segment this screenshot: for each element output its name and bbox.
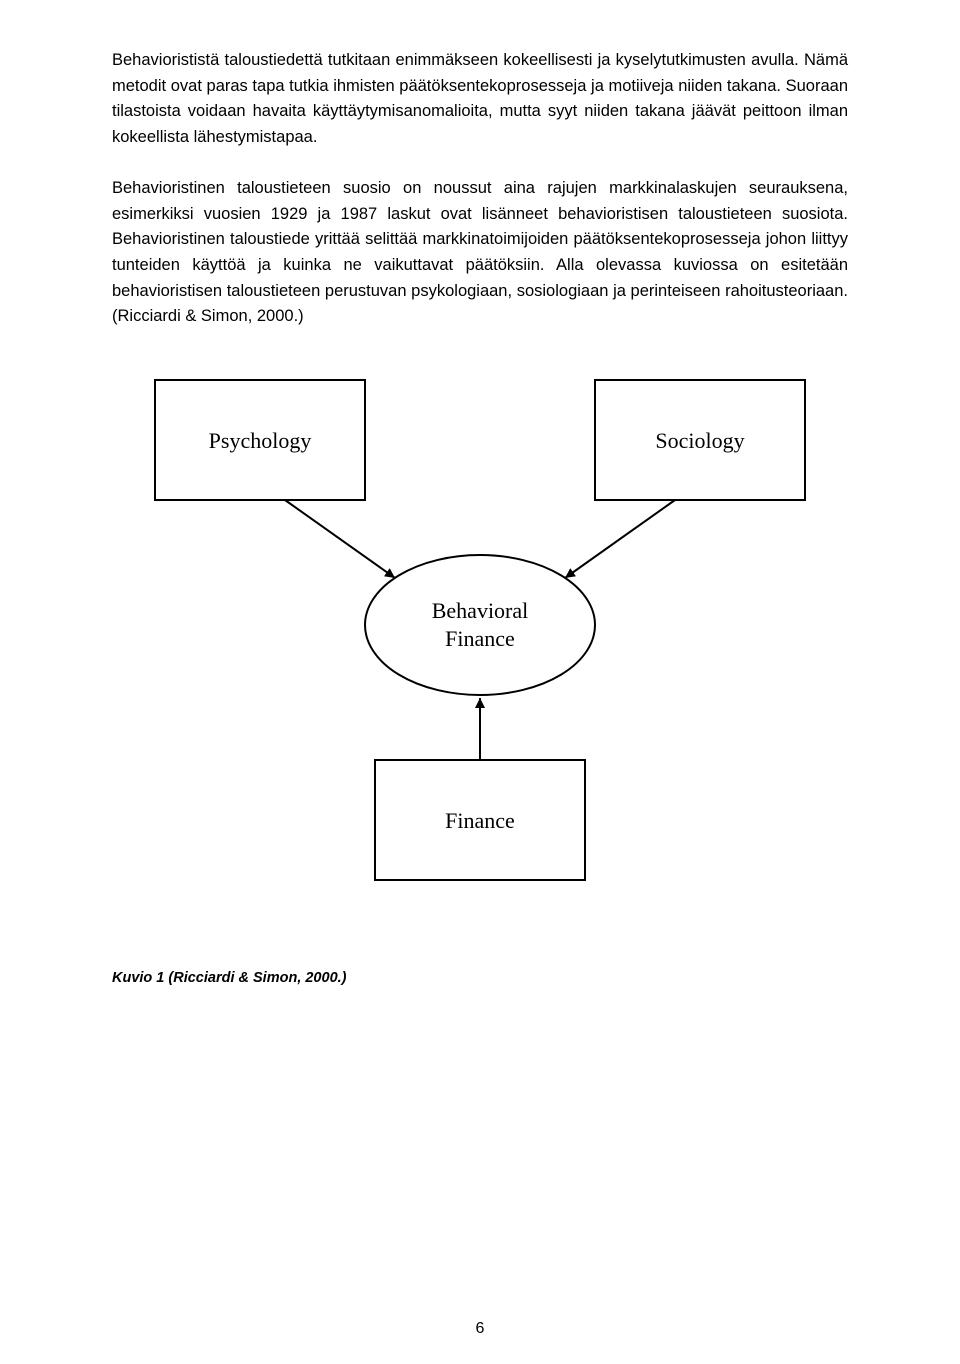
edge-psychology-behavioral [285,500,395,578]
body-paragraph-1: Behaviorististä taloustiedettä tutkitaan… [112,48,848,150]
edge-sociology-behavioral [565,500,675,578]
diagram-svg: Psychology Sociology Behavioral Finance … [135,360,825,910]
node-psychology-label: Psychology [209,428,312,453]
node-sociology-label: Sociology [655,428,744,453]
node-behavioral-finance [365,555,595,695]
behavioral-finance-diagram: Psychology Sociology Behavioral Finance … [112,360,848,910]
node-behavioral-label-1: Behavioral [432,598,529,623]
body-paragraph-2: Behavioristinen taloustieteen suosio on … [112,176,848,329]
page-number: 6 [0,1320,960,1338]
node-finance-label: Finance [445,808,515,833]
node-behavioral-label-2: Finance [445,626,515,651]
figure-caption: Kuvio 1 (Ricciardi & Simon, 2000.) [112,970,848,986]
